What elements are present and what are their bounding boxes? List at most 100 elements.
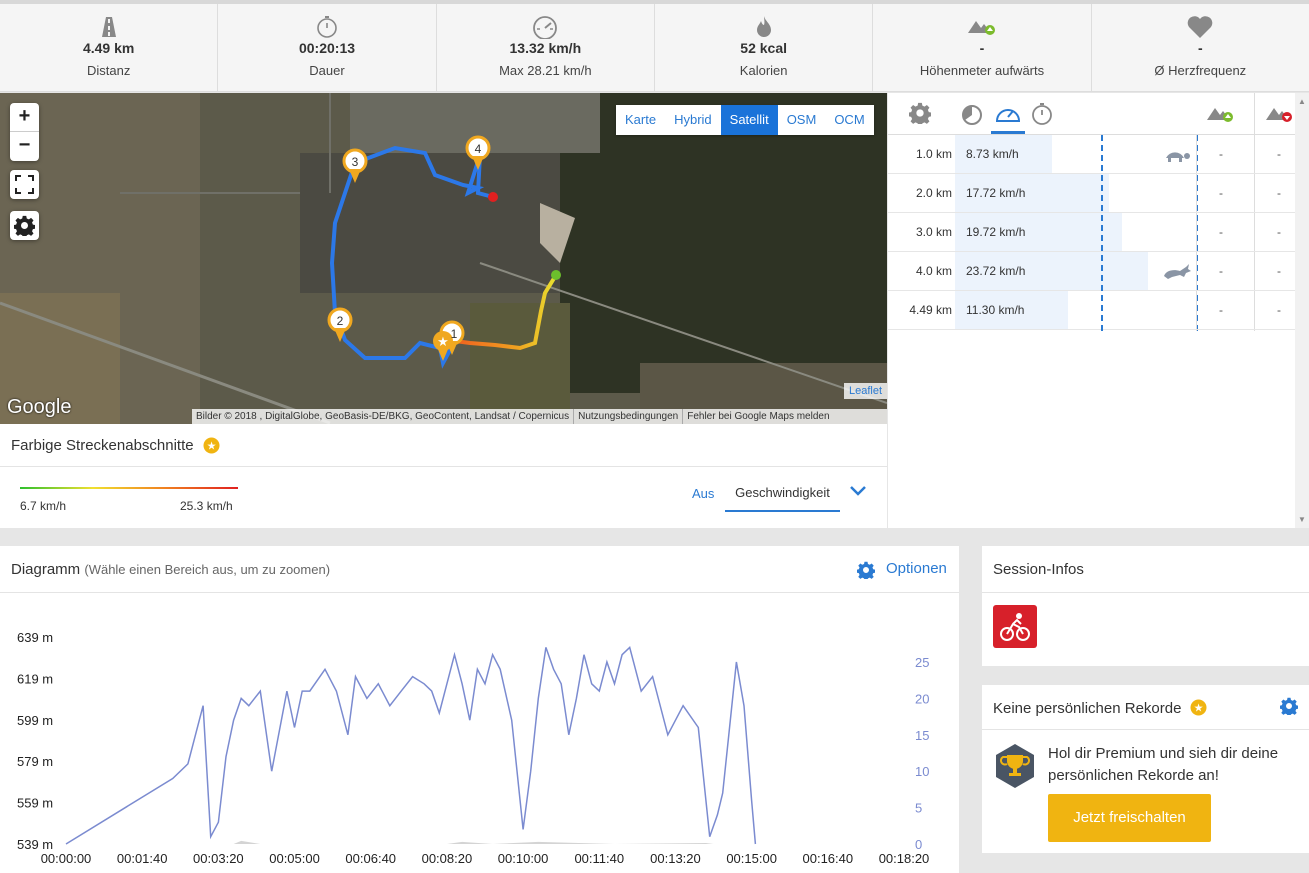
chevron-down-icon[interactable] [849,485,867,497]
pace-tab-icon[interactable] [961,104,983,126]
stat-label: Kalorien [739,63,788,78]
x-tick-label: 00:11:40 [574,851,624,866]
fullscreen-button[interactable] [10,170,39,199]
y-left-tick-label: 539 m [17,837,53,852]
premium-star-icon: ★ [1190,699,1207,716]
split-elev-up: - [1219,225,1223,239]
layer-hybrid-button[interactable]: Hybrid [674,112,712,127]
gear-icon[interactable] [1280,697,1298,715]
x-tick-label: 00:16:40 [803,851,854,866]
splits-header [888,93,1295,135]
cycling-icon [1000,613,1030,641]
split-row[interactable]: 1.0 km 8.73 km/h - - [888,135,1295,174]
records-panel: Keine persönlichen Rekorde ★ Hol dir Pre… [982,685,1309,853]
x-tick-label: 00:13:20 [650,851,701,866]
terms-link[interactable]: Nutzungsbedingungen [574,409,684,424]
segments-off-button[interactable]: Aus [692,486,715,501]
options-button[interactable]: Optionen [886,560,947,577]
y-left-tick-label: 639 m [17,630,53,645]
x-tick-label: 00:08:20 [422,851,473,866]
trophy-icon [996,744,1034,788]
gear-icon[interactable] [857,561,875,579]
unlock-premium-button[interactable]: Jetzt freischalten [1048,794,1211,842]
diagram-hint: (Wähle einen Bereich aus, um zu zoomen) [84,562,331,577]
sport-badge [993,605,1037,648]
start-marker[interactable]: ★ [433,331,453,361]
flame-icon [756,16,771,37]
split-elev-down: - [1277,225,1281,239]
split-row[interactable]: 3.0 km 19.72 km/h - - [888,213,1295,252]
x-tick-label: 00:18:20 [879,851,930,866]
layer-osm-button[interactable]: OSM [786,112,817,127]
premium-promo-text: Hol dir Premium und sieh dir deine persö… [1048,745,1279,784]
zoom-in-button[interactable]: + [10,103,39,132]
x-tick-label: 00:15:00 [726,851,777,866]
speedometer-icon[interactable] [994,103,1022,125]
stat-value: 13.32 km/h [509,40,582,56]
stats-bar: 4.49 km Distanz 00:20:13 Dauer 13.32 km/… [0,4,1309,92]
split-km: 4.0 km [915,264,952,278]
split-elev-down: - [1277,303,1281,317]
gear-icon [14,215,35,236]
split-row[interactable]: 2.0 km 17.72 km/h - - [888,174,1295,213]
zoom-out-button[interactable]: − [18,134,31,156]
y-right-tick-label: 5 [915,801,922,816]
speedometer-icon [533,16,558,39]
split-speed-bar [955,252,1148,290]
speed-elevation-chart[interactable]: 539 m 559 m 579 m 599 m 619 m 639 m 0 5 10 15 20 25… [0,592,959,873]
stat-duration: 00:20:13 Dauer [218,4,437,91]
session-title: Session-Infos [993,561,1084,578]
split-speed-bar [955,135,1052,173]
split-speed: 19.72 km/h [966,225,1026,239]
turtle-icon [1166,152,1190,162]
split-row[interactable]: 4.49 km 11.30 km/h - - [888,291,1295,330]
km-marker-4[interactable] [465,135,491,170]
split-elev-up: - [1219,186,1223,200]
speed-series [65,645,757,845]
session-infos-panel: Session-Infos [982,546,1309,666]
x-tick-label: 00:05:00 [269,851,320,866]
elevation-up-icon [1207,108,1233,122]
segments-title: Farbige Streckenabschnitte [11,437,194,454]
split-row[interactable]: 4.0 km 23.72 km/h - - [888,252,1295,291]
split-elev-down: - [1277,264,1281,278]
report-error-link[interactable]: Fehler bei Google Maps melden [687,411,830,422]
km-marker-label: 2 [337,314,344,328]
km-marker-3[interactable] [342,148,368,183]
stat-elevation-up: - Höhenmeter aufwärts [873,4,1092,91]
elevation-up-icon [967,21,995,35]
layer-karte-button[interactable]: Karte [625,112,657,127]
stat-distance: 4.49 km Distanz [0,4,219,91]
layer-ocm-button[interactable]: OCM [834,112,865,127]
splits-table: 1.0 km 8.73 km/h - - 2.0 km 17.72 km/h -… [888,93,1295,528]
x-tick-label: 00:06:40 [345,851,396,866]
split-speed: 17.72 km/h [966,186,1026,200]
stat-value: 00:20:13 [298,40,356,56]
split-speed: 8.73 km/h [966,147,1019,161]
layer-satellit-button[interactable]: Satellit [720,105,778,135]
stat-value: - [979,40,985,56]
x-tick-label: 00:01:40 [117,851,168,866]
map-settings-button[interactable] [10,211,39,240]
segments-mode-select[interactable]: Geschwindigkeit [725,478,840,512]
stat-label: Höhenmeter aufwärts [919,63,1045,78]
split-km: 4.49 km [909,303,952,317]
y-right-tick-label: 10 [915,764,929,779]
gear-icon[interactable] [909,102,931,124]
x-tick-label: 00:03:20 [193,851,244,866]
premium-star-icon: ★ [203,437,220,454]
route-map[interactable]: ★ 2 3 4 1 + − Karte Hybrid Satellit OSM … [0,93,887,424]
route-track [329,145,561,369]
split-speed-bar [955,291,1068,329]
stopwatch-icon[interactable] [1031,102,1053,126]
split-speed-bar [955,213,1122,251]
km-marker-label: 4 [475,142,482,156]
stopwatch-icon [317,16,337,38]
km-marker-2[interactable] [327,307,353,342]
zoom-control: + − [10,103,39,161]
stat-value: 52 kcal [740,40,787,56]
page-scrollbar[interactable]: ▲ ▼ [1295,93,1309,528]
y-left-tick-label: 619 m [17,671,53,686]
leaflet-link[interactable]: Leaflet [843,383,887,399]
colored-segments-panel: Farbige Streckenabschnitte ★ 6.7 km/h 25… [0,424,887,528]
